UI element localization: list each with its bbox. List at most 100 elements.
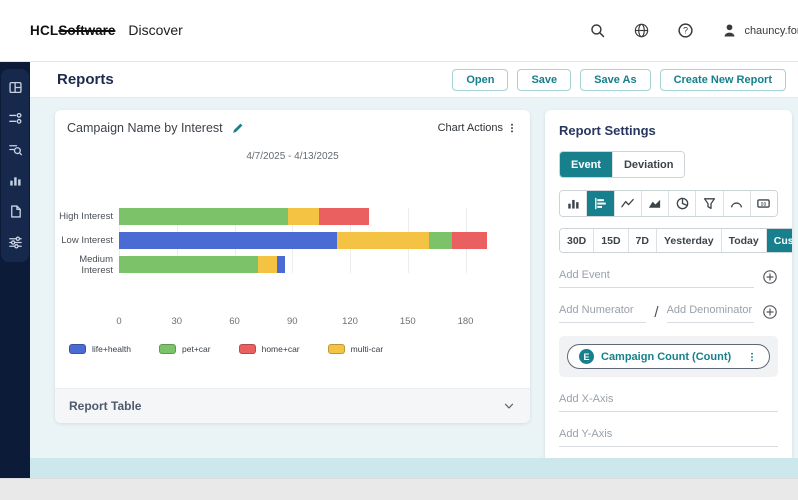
svg-text:99: 99 bbox=[761, 202, 767, 208]
bar-track bbox=[119, 208, 504, 225]
bar-segment-pet+car bbox=[119, 256, 258, 273]
time-range-toolbar: 30D15D7DYesterdayTodayCustom bbox=[559, 228, 792, 253]
chart-date-range: 4/7/2025 - 4/13/2025 bbox=[246, 151, 339, 162]
add-numerator-input[interactable]: Add Numerator bbox=[559, 301, 647, 323]
bar-segment-home+car bbox=[452, 232, 487, 249]
bar-segment-pet+car bbox=[428, 232, 452, 249]
sidebar-item-list-toggles[interactable] bbox=[2, 106, 28, 130]
x-axis-tick: 150 bbox=[399, 316, 416, 327]
logo-product: Discover bbox=[128, 21, 183, 38]
legend-label: life+health bbox=[92, 344, 131, 354]
add-event-plus-icon[interactable] bbox=[762, 269, 778, 285]
time-range-today-button[interactable]: Today bbox=[721, 229, 767, 252]
bar-category-label: Medium Interest bbox=[79, 253, 113, 276]
mode-deviation-button[interactable]: Deviation bbox=[612, 152, 685, 177]
help-icon[interactable]: ? bbox=[677, 22, 694, 39]
search-list-icon bbox=[8, 142, 23, 157]
time-range-30d-button[interactable]: 30D bbox=[560, 229, 595, 252]
x-axis-tick: 180 bbox=[457, 316, 474, 327]
legend-item-pet+car[interactable]: pet+car bbox=[159, 344, 211, 354]
report-table-toggle[interactable]: Report Table bbox=[55, 388, 530, 423]
sidebar-item-search-list[interactable] bbox=[2, 137, 28, 161]
time-range-7d-button[interactable]: 7D bbox=[628, 229, 657, 252]
sidebar-item-bar-chart[interactable] bbox=[2, 168, 28, 192]
bar-segment-life+health bbox=[276, 256, 285, 273]
chart-title: Campaign Name by Interest bbox=[67, 121, 223, 135]
bar-track bbox=[119, 232, 504, 249]
metric-icon: 99 bbox=[756, 196, 771, 211]
legend-item-home+car[interactable]: home+car bbox=[238, 344, 300, 354]
report-settings-title: Report Settings bbox=[559, 123, 656, 138]
save-as-button[interactable]: Save As bbox=[580, 68, 651, 91]
metric-chip-container: E Campaign Count (Count) bbox=[559, 336, 778, 377]
create-new-report-button[interactable]: Create New Report bbox=[659, 68, 786, 91]
bar-segment-multi-car bbox=[288, 208, 320, 225]
page-title: Reports bbox=[57, 71, 114, 88]
svg-text:?: ? bbox=[683, 26, 688, 36]
x-axis-tick: 0 bbox=[116, 316, 122, 327]
bar-segment-pet+car bbox=[119, 208, 289, 225]
edit-pencil-icon[interactable] bbox=[231, 121, 245, 135]
open-button[interactable]: Open bbox=[452, 68, 509, 91]
event-badge: E bbox=[579, 349, 594, 364]
metric-chip-label: Campaign Count (Count) bbox=[601, 350, 732, 363]
bar-row: Low Interest bbox=[55, 232, 530, 249]
chart-type-pie-chart-button[interactable] bbox=[669, 191, 697, 216]
x-axis-tick: 60 bbox=[229, 316, 240, 327]
x-axis-tick: 30 bbox=[171, 316, 183, 327]
time-range-yesterday-button[interactable]: Yesterday bbox=[656, 229, 722, 252]
x-axis-tick: 90 bbox=[286, 316, 298, 327]
chart-type-line-chart-button[interactable] bbox=[614, 191, 642, 216]
time-range-15d-button[interactable]: 15D bbox=[594, 229, 629, 252]
chart-legend: life+health pet+car home+car multi-car bbox=[69, 344, 530, 354]
kebab-icon bbox=[506, 121, 518, 135]
area-chart-icon bbox=[647, 196, 662, 211]
chart-type-arc-chart-button[interactable] bbox=[723, 191, 751, 216]
legend-label: multi-car bbox=[350, 344, 384, 354]
add-ratio-plus-icon[interactable] bbox=[762, 304, 778, 320]
legend-swatch bbox=[69, 344, 86, 354]
chart-type-metric-button[interactable]: 99 bbox=[750, 191, 777, 216]
mode-event-button[interactable]: Event bbox=[560, 152, 613, 177]
fraction-separator: / bbox=[654, 304, 659, 321]
bar-segment-multi-car bbox=[257, 256, 277, 273]
chart-type-column-chart-button[interactable] bbox=[560, 191, 588, 216]
sidebar-icon-rail bbox=[1, 69, 29, 262]
metric-chip-kebab-icon[interactable] bbox=[746, 350, 758, 364]
bar-category-label: High Interest bbox=[59, 211, 113, 222]
user-menu[interactable]: chauncy.forc bbox=[721, 22, 798, 39]
chart-type-funnel-button[interactable] bbox=[696, 191, 724, 216]
add-y-axis-input[interactable]: Add Y-Axis bbox=[559, 425, 778, 447]
chart-actions-button[interactable]: Chart Actions bbox=[438, 121, 518, 135]
person-icon bbox=[721, 22, 738, 39]
chart-type-area-chart-button[interactable] bbox=[641, 191, 669, 216]
sidebar-item-document[interactable] bbox=[2, 199, 28, 223]
time-range-custom-button[interactable]: Custom bbox=[766, 229, 792, 252]
globe-icon[interactable] bbox=[633, 22, 650, 39]
hcl-discover-logo: HCLSoftware Discover bbox=[30, 22, 183, 40]
add-x-axis-input[interactable]: Add X-Axis bbox=[559, 390, 778, 412]
chart-type-hbar-chart-button[interactable] bbox=[587, 191, 615, 216]
sidebar-item-dashboard[interactable] bbox=[2, 75, 28, 99]
save-button[interactable]: Save bbox=[517, 68, 572, 91]
bar-segment-life+health bbox=[119, 232, 337, 249]
bar-row: High Interest bbox=[55, 208, 530, 225]
metric-chip[interactable]: E Campaign Count (Count) bbox=[567, 344, 770, 369]
sidebar-item-sliders[interactable] bbox=[2, 230, 28, 254]
line-chart-icon bbox=[620, 196, 635, 211]
logo-hcl: HCL bbox=[30, 22, 59, 38]
legend-item-life+health[interactable]: life+health bbox=[69, 344, 131, 354]
page-footer bbox=[0, 478, 798, 500]
search-icon[interactable] bbox=[589, 22, 606, 39]
add-event-input[interactable]: Add Event bbox=[559, 266, 754, 288]
x-axis-tick: 120 bbox=[342, 316, 358, 327]
legend-item-multi-car[interactable]: multi-car bbox=[327, 344, 384, 354]
column-chart-icon bbox=[566, 196, 581, 211]
bar-category-label: Low Interest bbox=[61, 235, 113, 246]
bar-track bbox=[119, 256, 504, 273]
page-header: Reports Open Save Save As Create New Report bbox=[30, 62, 798, 98]
legend-label: home+car bbox=[261, 344, 300, 354]
sliders-icon bbox=[8, 235, 23, 250]
add-denominator-input[interactable]: Add Denominator bbox=[666, 301, 755, 323]
stacked-bar-chart: High Interest Low Interest Medium Interest bbox=[55, 208, 530, 280]
